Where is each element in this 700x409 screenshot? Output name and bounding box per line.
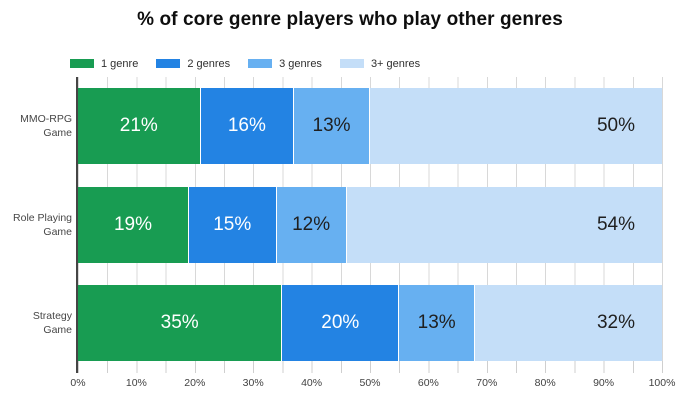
bar-segment: 54%	[346, 186, 662, 263]
segment-value-label: 13%	[312, 115, 351, 136]
chart-title: % of core genre players who play other g…	[137, 9, 563, 30]
x-tick-label: 20%	[184, 377, 206, 389]
bar-segment: 32%	[475, 285, 662, 361]
category-label: Role Playing Game	[13, 212, 72, 238]
plot-area: 21% 16% 13% 50% 19% 15% 12% 54% 35% 20% 13% 32%	[78, 77, 663, 372]
legend-swatch	[156, 59, 181, 68]
bar-segment: 13%	[294, 88, 370, 164]
segment-value-label: 16%	[227, 115, 266, 136]
bar-segment: 16%	[200, 88, 295, 164]
bar-segment: 13%	[399, 285, 476, 361]
segment-value-label: 35%	[160, 312, 199, 333]
segment-value-label: 21%	[119, 115, 158, 136]
legend-item: 3 genres	[248, 58, 322, 70]
bar-row: 21% 16% 13% 50%	[78, 88, 662, 164]
x-tick-label: 0%	[70, 377, 86, 389]
legend-label: 1 genre	[101, 57, 139, 70]
x-tick-label: 40%	[301, 377, 323, 389]
bar-segment: 12%	[276, 186, 347, 263]
segment-value-label: 54%	[596, 213, 635, 235]
segment-value-label: 13%	[417, 312, 456, 333]
legend-swatch	[70, 59, 94, 68]
bar-row: 19% 15% 12% 54%	[78, 186, 662, 263]
bar-segment: 50%	[369, 88, 662, 164]
x-tick-label: 70%	[476, 377, 498, 389]
segment-value-label: 50%	[596, 115, 635, 136]
segment-value-label: 19%	[113, 213, 152, 235]
bar-segment: 35%	[78, 285, 283, 361]
legend: 1 genre 2 genres 3 genres 3+ genres	[70, 56, 420, 71]
x-axis-tick-marks	[78, 361, 663, 373]
segment-value-label: 20%	[321, 312, 360, 333]
x-tick-label: 10%	[125, 377, 147, 389]
x-tick-label: 50%	[359, 377, 381, 389]
legend-item: 1 genre	[70, 58, 138, 70]
segment-value-label: 32%	[596, 312, 635, 333]
segment-value-label: 15%	[213, 213, 252, 235]
bar-segment: 21%	[78, 88, 201, 164]
bar-segment: 15%	[188, 186, 277, 263]
legend-swatch	[339, 59, 364, 68]
segment-value-label: 12%	[292, 213, 331, 235]
x-tick-label: 90%	[593, 377, 615, 389]
bar-segment: 20%	[282, 285, 400, 361]
legend-label: 3 genres	[279, 57, 322, 70]
x-tick-label: 100%	[648, 377, 676, 389]
y-axis-line	[76, 77, 78, 373]
x-tick-label: 80%	[534, 377, 556, 389]
x-tick-label: 60%	[417, 377, 439, 389]
category-label: MMO-RPG Game	[20, 113, 72, 139]
legend-item: 2 genres	[156, 58, 230, 70]
category-label: Strategy Game	[32, 310, 72, 336]
legend-item: 3+ genres	[339, 57, 421, 70]
x-tick-label: 30%	[242, 377, 264, 389]
legend-swatch	[248, 59, 273, 68]
bar-segment: 19%	[78, 186, 189, 263]
legend-label: 3+ genres	[370, 57, 421, 70]
legend-label: 2 genres	[187, 57, 231, 70]
bar-row: 35% 20% 13% 32%	[78, 285, 662, 361]
